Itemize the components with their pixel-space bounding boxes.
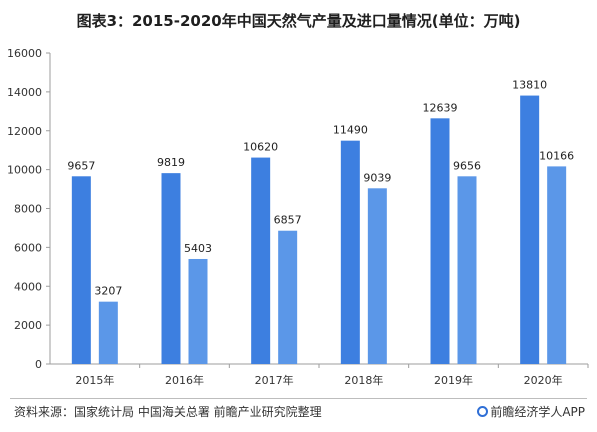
bar bbox=[98, 301, 118, 364]
x-tick-label: 2019年 bbox=[434, 373, 473, 387]
data-label: 5403 bbox=[184, 242, 212, 255]
data-label: 6857 bbox=[274, 214, 302, 227]
x-tick-label: 2018年 bbox=[344, 373, 383, 387]
y-tick-label: 0 bbox=[35, 358, 42, 371]
y-tick-label: 6000 bbox=[14, 241, 42, 254]
bar bbox=[278, 230, 298, 364]
brand-text: 前瞻经济学人APP bbox=[490, 405, 585, 419]
data-label: 9657 bbox=[67, 159, 95, 172]
bar bbox=[430, 118, 450, 364]
source-note: 资料来源：国家统计局 中国海关总署 前瞻产业研究院整理 bbox=[14, 405, 322, 419]
brand-label: 前瞻经济学人APP bbox=[477, 403, 585, 420]
bar bbox=[340, 140, 360, 364]
bar bbox=[367, 188, 387, 364]
data-label: 9039 bbox=[363, 171, 391, 184]
data-label: 12639 bbox=[423, 101, 458, 114]
data-label: 10620 bbox=[243, 141, 278, 154]
data-label: 10166 bbox=[539, 149, 574, 162]
bar bbox=[520, 95, 540, 365]
data-label: 9656 bbox=[453, 159, 481, 172]
footer-divider bbox=[10, 398, 587, 399]
y-tick-label: 16000 bbox=[7, 47, 42, 60]
data-label: 13810 bbox=[512, 79, 547, 92]
bar bbox=[251, 157, 271, 364]
x-tick-label: 2016年 bbox=[165, 373, 204, 387]
chart-title: 图表3：2015-2020年中国天然气产量及进口量情况(单位：万吨) bbox=[76, 12, 521, 30]
bar bbox=[161, 173, 181, 364]
y-tick-label: 4000 bbox=[14, 280, 42, 293]
data-label: 11490 bbox=[333, 124, 368, 137]
chart-footer: 资料来源：国家统计局 中国海关总署 前瞻产业研究院整理 前瞻经济学人APP bbox=[0, 392, 597, 432]
bar-chart: 0 2000 4000 6000 8000 10000 12000 14000 16000 965… bbox=[7, 47, 589, 387]
data-label: 3207 bbox=[94, 285, 122, 298]
bar bbox=[547, 166, 567, 364]
y-tick-label: 10000 bbox=[7, 164, 42, 177]
y-tick-label: 2000 bbox=[14, 319, 42, 332]
y-tick-label: 14000 bbox=[7, 86, 42, 99]
y-tick-label: 8000 bbox=[14, 203, 42, 216]
x-tick-label: 2020年 bbox=[524, 373, 563, 387]
data-label: 9819 bbox=[157, 156, 185, 169]
brand-logo-icon bbox=[477, 406, 489, 417]
x-tick-label: 2017年 bbox=[255, 373, 294, 387]
bar bbox=[71, 176, 91, 364]
bar bbox=[188, 258, 208, 364]
bar bbox=[457, 176, 477, 364]
y-tick-label: 12000 bbox=[7, 125, 42, 138]
x-tick-label: 2015年 bbox=[75, 373, 114, 387]
